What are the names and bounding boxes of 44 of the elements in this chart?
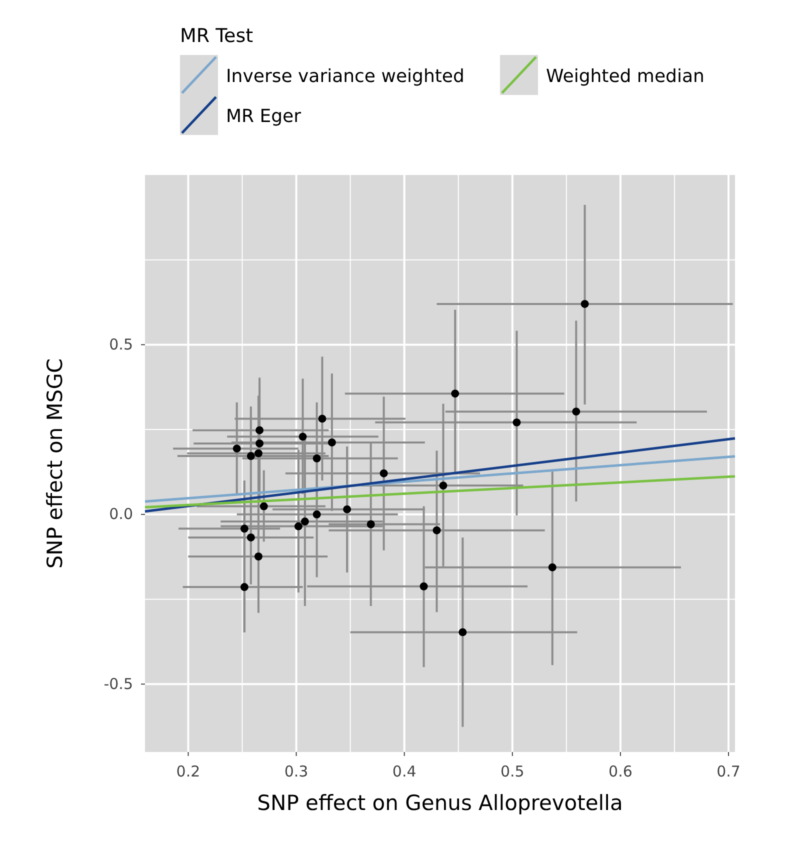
point — [548, 563, 556, 572]
point — [312, 454, 321, 462]
point — [328, 438, 336, 446]
point — [256, 439, 264, 448]
point — [512, 418, 521, 426]
point — [451, 390, 460, 398]
x-tick-label: 0.6 — [608, 762, 632, 781]
legend-label: MR Eger — [226, 106, 302, 127]
point — [318, 414, 326, 423]
legend-title: MR Test — [180, 25, 254, 47]
x-tick-label: 0.5 — [500, 762, 524, 781]
x-tick-label: 0.4 — [392, 762, 416, 781]
x-tick-label: 0.3 — [284, 762, 308, 781]
point — [572, 408, 580, 416]
y-tick-label: -0.5 — [104, 674, 133, 693]
legend-label: Inverse variance weighted — [226, 66, 464, 87]
point — [246, 452, 255, 460]
point — [432, 526, 441, 534]
y-tick-label: 0.0 — [109, 505, 133, 524]
point — [458, 628, 467, 636]
x-tick-label: 0.7 — [716, 762, 740, 781]
legend-label: Weighted median — [546, 66, 704, 87]
x-axis-title: SNP effect on Genus Alloprevotella — [257, 791, 623, 815]
point — [300, 518, 309, 526]
point — [343, 505, 352, 514]
point — [580, 300, 589, 308]
point — [254, 552, 262, 560]
point — [298, 432, 307, 441]
point — [380, 469, 388, 478]
point — [246, 534, 255, 542]
point — [240, 524, 248, 533]
point — [366, 520, 375, 528]
point — [256, 426, 264, 434]
point — [420, 582, 428, 590]
point — [312, 510, 321, 518]
point — [294, 522, 302, 530]
point — [240, 583, 248, 592]
y-axis-title: SNP effect on MSGC — [43, 358, 67, 569]
point — [254, 449, 262, 458]
point — [439, 482, 448, 490]
x-tick-label: 0.2 — [176, 762, 200, 781]
point — [232, 444, 241, 453]
point — [260, 502, 268, 510]
y-tick-label: 0.5 — [109, 336, 133, 354]
